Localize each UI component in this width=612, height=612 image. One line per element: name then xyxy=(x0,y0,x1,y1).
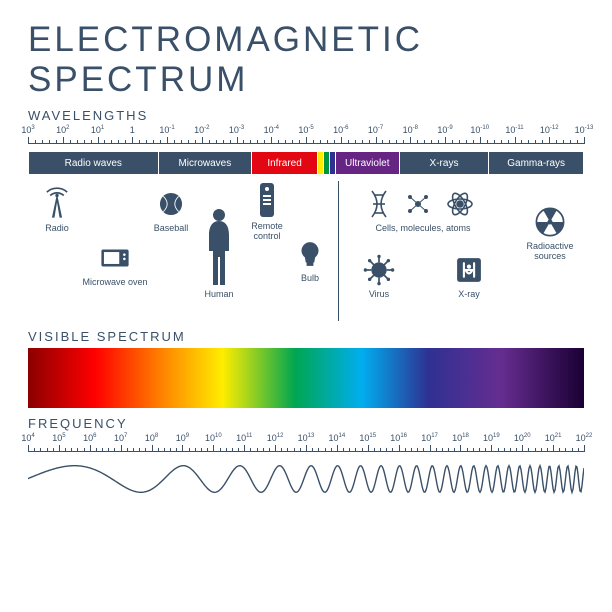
wavelength-tick-label: 102 xyxy=(56,125,69,135)
band-infrared: Infrared xyxy=(252,152,318,174)
frequency-tick-label: 1011 xyxy=(236,433,252,443)
wavelength-tick-label: 10-6 xyxy=(333,125,348,135)
bulb-item: Bulb xyxy=(290,237,330,283)
xray-icon xyxy=(444,253,494,287)
wavelength-tick-label: 10-10 xyxy=(470,125,489,135)
microwave-icon xyxy=(80,241,150,275)
wavelength-tick-label: 10-3 xyxy=(229,125,244,135)
frequency-tick-label: 104 xyxy=(21,433,34,443)
icon-label: Cells, molecules, atoms xyxy=(358,223,488,233)
icon-label: Microwave oven xyxy=(80,277,150,287)
virus-item: Virus xyxy=(354,253,404,299)
remote-item: Remote control xyxy=(244,181,290,241)
frequency-wave xyxy=(28,459,584,509)
icon-label: Radioactive sources xyxy=(518,241,582,261)
frequency-tick-label: 108 xyxy=(145,433,158,443)
frequency-tick-label: 1010 xyxy=(205,433,222,443)
wavelength-tick-label: 103 xyxy=(21,125,34,135)
microwave-item: Microwave oven xyxy=(80,241,150,287)
icon-label: Human xyxy=(196,289,242,299)
baseball-icon xyxy=(146,187,196,221)
visible-divider xyxy=(338,181,339,321)
frequency-tick-label: 1014 xyxy=(329,433,346,443)
frequency-label: FREQUENCY xyxy=(28,416,584,431)
dna-icon xyxy=(358,187,488,221)
wavelength-tick-label: 10-4 xyxy=(264,125,279,135)
icon-label: Virus xyxy=(354,289,404,299)
frequency-tick-label: 1022 xyxy=(576,433,593,443)
frequency-tick-label: 1019 xyxy=(483,433,500,443)
icon-label: Baseball xyxy=(146,223,196,233)
icon-label: X-ray xyxy=(444,289,494,299)
wavelength-tick-label: 10-13 xyxy=(575,125,594,135)
band-ultraviolet: Ultraviolet xyxy=(336,152,400,174)
spectrum-band-bar: Radio wavesMicrowavesInfrared Ultraviolet… xyxy=(28,151,584,175)
xray-item: X-ray xyxy=(444,253,494,299)
visible-spectrum-label: VISIBLE SPECTRUM xyxy=(28,329,584,344)
wavelength-tick-label: 10-9 xyxy=(437,125,452,135)
frequency-tick-label: 1017 xyxy=(421,433,438,443)
dna-item: Cells, molecules, atoms xyxy=(358,187,488,233)
frequency-tick-label: 1018 xyxy=(452,433,469,443)
visible-spectrum-gradient xyxy=(28,348,584,408)
frequency-tick-label: 1012 xyxy=(267,433,284,443)
human-icon xyxy=(196,207,242,287)
wavelength-tick-label: 10-5 xyxy=(298,125,313,135)
frequency-tick-label: 109 xyxy=(176,433,189,443)
wavelength-tick-label: 10-12 xyxy=(540,125,559,135)
page-title: ELECTROMAGNETIC SPECTRUM xyxy=(28,20,584,100)
wavelength-tick-label: 10-1 xyxy=(159,125,174,135)
frequency-tick-label: 1020 xyxy=(514,433,531,443)
baseball-item: Baseball xyxy=(146,187,196,233)
frequency-tick-label: 107 xyxy=(114,433,127,443)
radio-tower-item: Radio xyxy=(32,187,82,233)
frequency-tick-label: 106 xyxy=(83,433,96,443)
band-gamma-rays: Gamma-rays xyxy=(489,152,583,174)
scale-examples-area: Radio Microwave oven Baseball Human Remote c… xyxy=(28,181,584,321)
band-radio-waves: Radio waves xyxy=(29,152,159,174)
bulb-icon xyxy=(290,237,330,271)
frequency-tick-label: 1021 xyxy=(545,433,562,443)
wavelength-ruler: 103102101110-110-210-310-410-510-610-710… xyxy=(28,125,584,147)
wavelength-tick-label: 10-11 xyxy=(505,125,523,135)
wavelength-tick-label: 10-7 xyxy=(368,125,383,135)
frequency-tick-label: 1013 xyxy=(298,433,315,443)
virus-icon xyxy=(354,253,404,287)
frequency-ruler: 1041051061071081091010101110121013101410… xyxy=(28,433,584,455)
human-item: Human xyxy=(196,207,242,299)
icon-label: Bulb xyxy=(290,273,330,283)
wavelengths-label: WAVELENGTHS xyxy=(28,108,584,123)
wavelength-tick-label: 101 xyxy=(91,125,104,135)
radioactive-icon xyxy=(518,205,582,239)
radio-tower-icon xyxy=(32,187,82,221)
wavelength-tick-label: 10-8 xyxy=(403,125,418,135)
radioactive-item: Radioactive sources xyxy=(518,205,582,261)
band-x-rays: X-rays xyxy=(400,152,490,174)
wavelength-tick-label: 10-2 xyxy=(194,125,209,135)
band-microwaves: Microwaves xyxy=(159,152,253,174)
icon-label: Remote control xyxy=(244,221,290,241)
wavelength-tick-label: 1 xyxy=(130,125,135,135)
frequency-tick-label: 1016 xyxy=(390,433,407,443)
remote-icon xyxy=(244,181,290,219)
frequency-tick-label: 105 xyxy=(52,433,65,443)
frequency-tick-label: 1015 xyxy=(359,433,376,443)
icon-label: Radio xyxy=(32,223,82,233)
